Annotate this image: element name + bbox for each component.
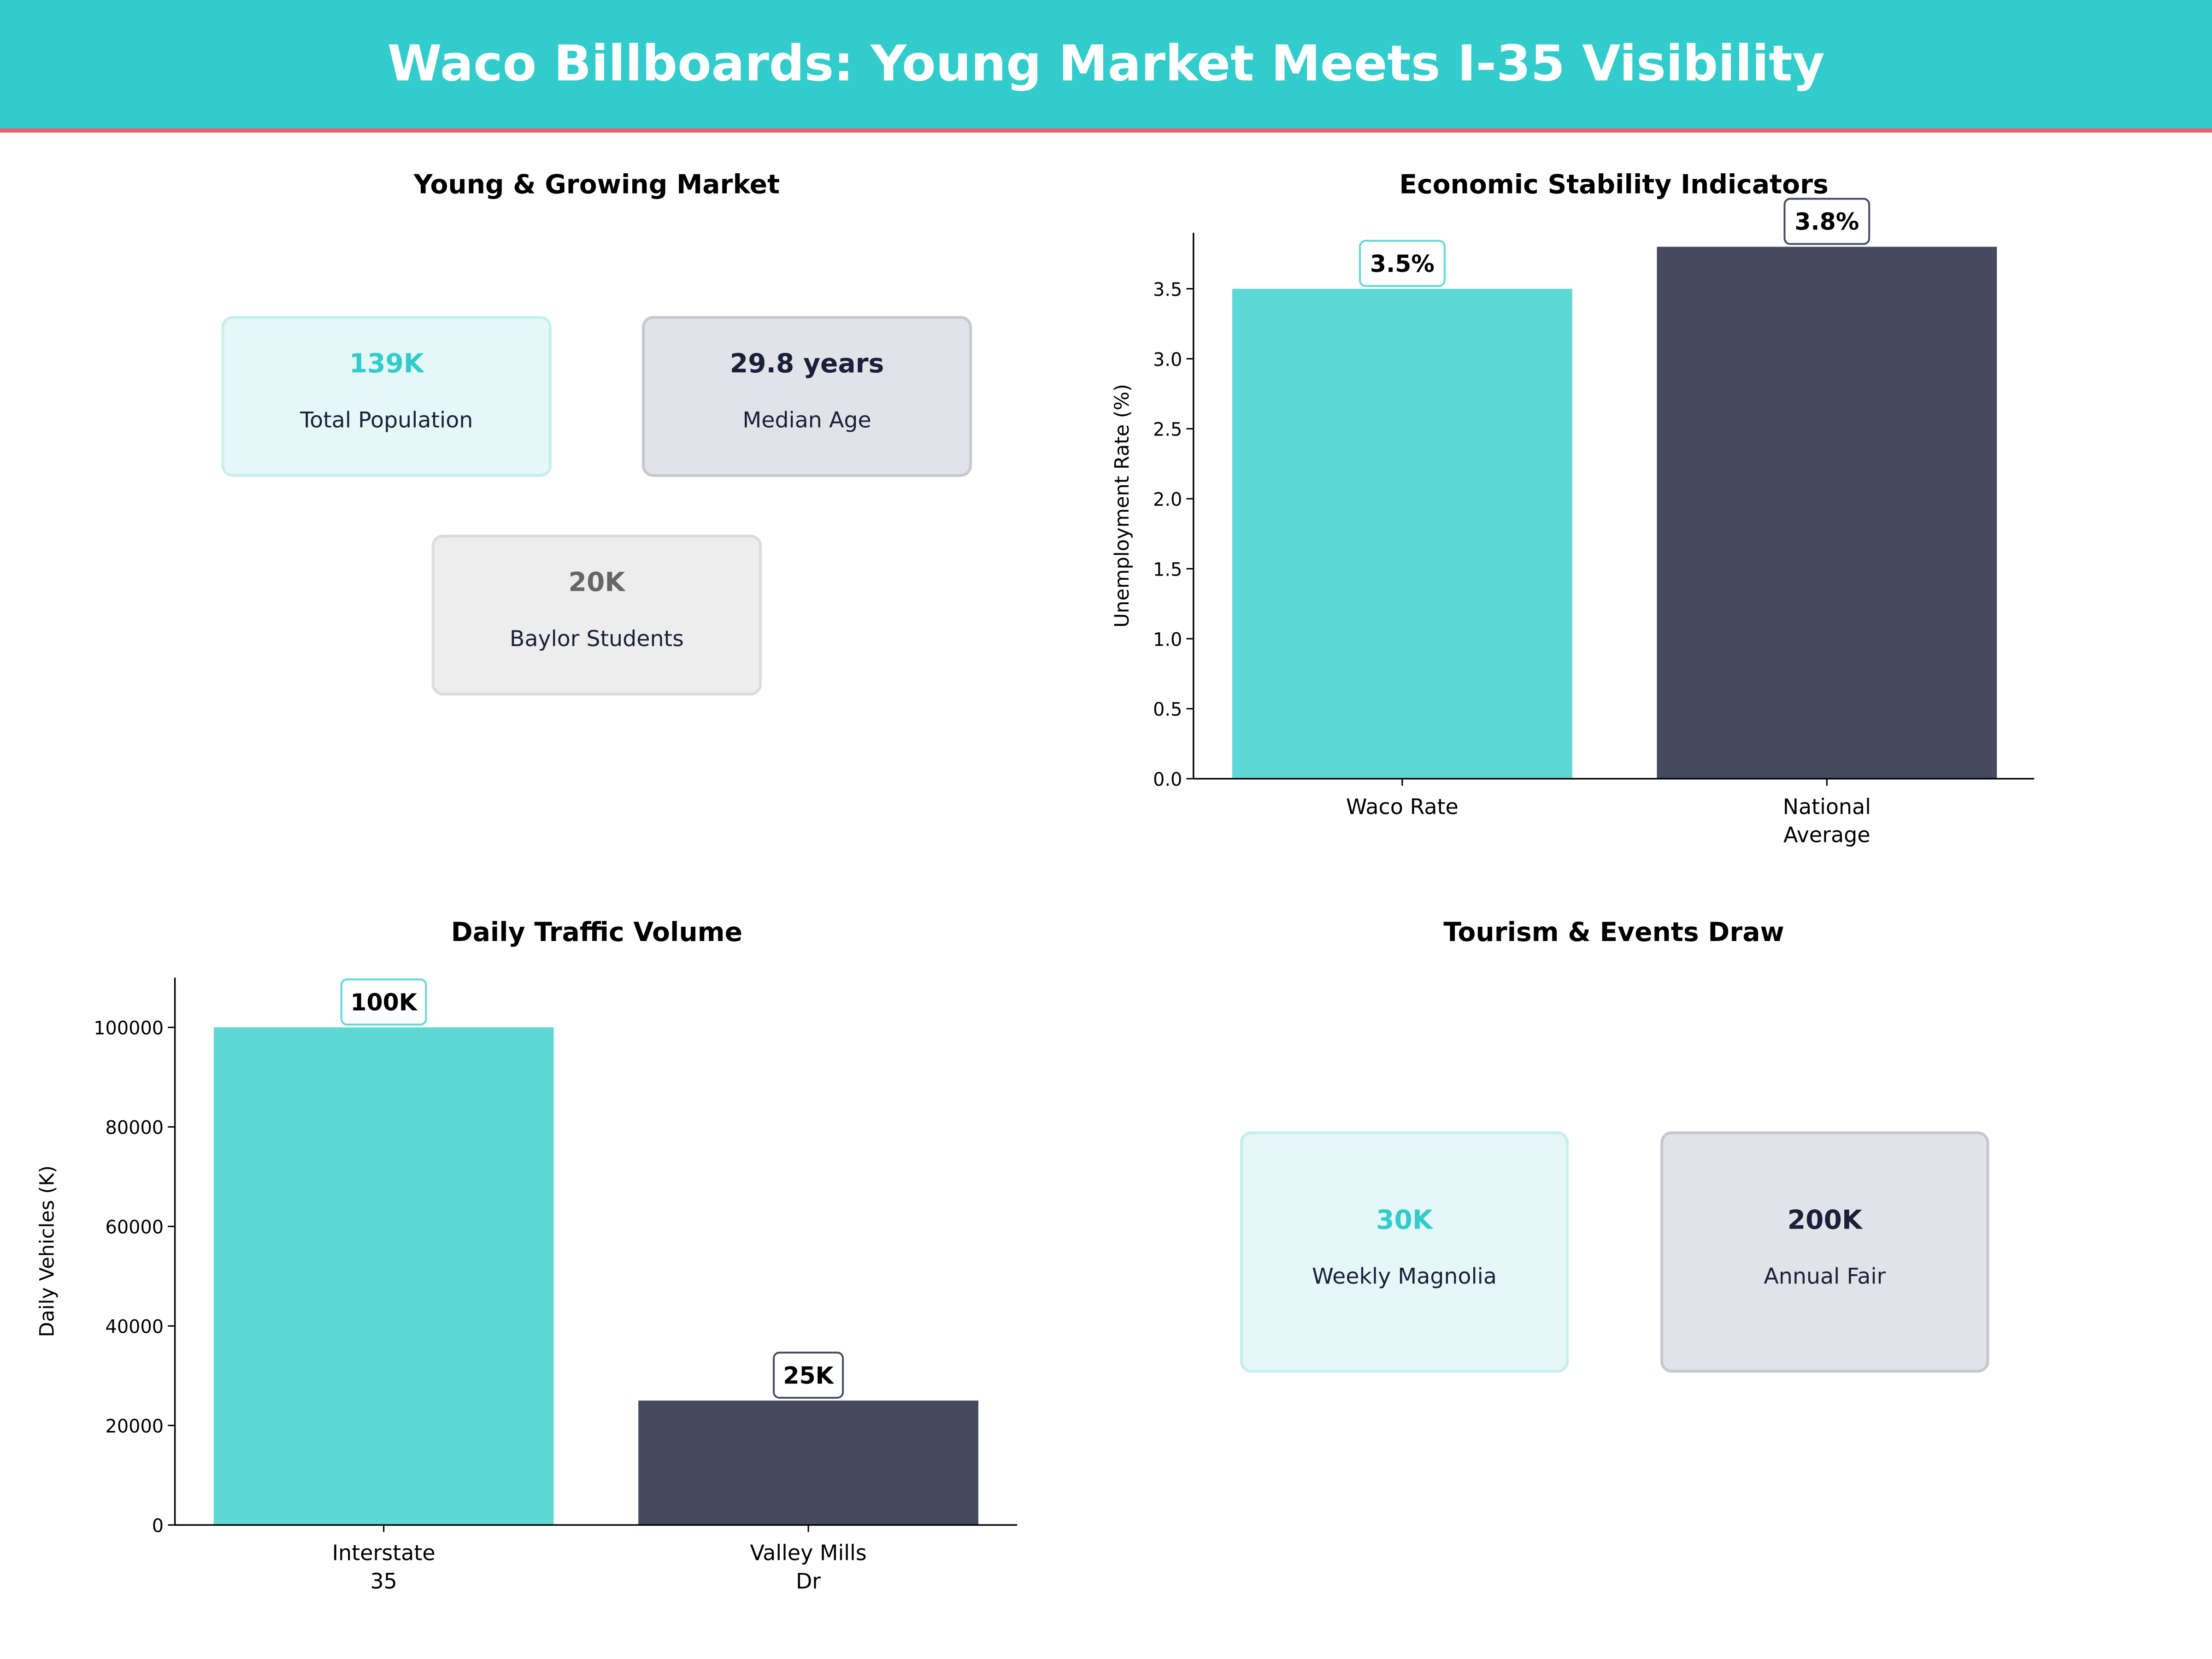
- y-tick-label: 2.5: [1153, 419, 1182, 441]
- stat-card-weekly-magnolia: 30K Weekly Magnolia: [1240, 1131, 1569, 1373]
- x-tick-label: Valley Mills: [750, 1541, 866, 1565]
- y-tick-label: 1.0: [1153, 629, 1182, 650]
- y-axis-label: Daily Vehicles (K): [35, 1165, 59, 1337]
- x-tick-label: Average: [1783, 823, 1871, 847]
- economic-chart: 3.5% Waco Rate 3.8% National Average 0.0 0.5 1.…: [1111, 198, 2035, 847]
- card-background: [1660, 1131, 1989, 1373]
- card-label: Median Age: [742, 408, 871, 433]
- y-tick-label: 60000: [106, 1217, 164, 1238]
- card-value: 29.8 years: [730, 348, 884, 379]
- x-tick-label: 35: [370, 1569, 397, 1594]
- data-label-box: [1783, 198, 1871, 245]
- bar-waco-rate: [1232, 288, 1572, 779]
- market-panel-title: Young & Growing Market: [413, 169, 780, 200]
- card-background: [1240, 1131, 1569, 1373]
- x-tick-label: Waco Rate: [1346, 794, 1459, 819]
- economic-chart-title: Economic Stability Indicators: [1399, 169, 1828, 200]
- y-tick-label: 80000: [106, 1118, 164, 1139]
- card-background: [431, 535, 762, 696]
- page-title: Waco Billboards: Young Market Meets I-35…: [388, 35, 1825, 92]
- data-label: 3.8%: [1794, 208, 1859, 235]
- y-tick-label: 0.0: [1153, 769, 1182, 790]
- y-tick-label: 40000: [106, 1317, 164, 1338]
- y-tick-label: 100000: [94, 1018, 164, 1039]
- y-tick-label: 3.0: [1153, 349, 1182, 371]
- card-label: Total Population: [300, 408, 473, 433]
- data-label-box: [340, 978, 427, 1026]
- bar-national-average: [1657, 247, 1997, 779]
- card-value: 139K: [349, 348, 425, 379]
- traffic-chart: 100K Interstate 35 25K Valley Mills Dr 0 20000 4…: [35, 977, 1018, 1594]
- card-label: Annual Fair: [1764, 1264, 1886, 1289]
- y-tick-label: 3.5: [1153, 279, 1182, 300]
- y-tick-label: 2.0: [1153, 489, 1182, 511]
- stat-card-annual-fair: 200K Annual Fair: [1660, 1131, 1989, 1373]
- stat-card-baylor-students: 20K Baylor Students: [431, 535, 762, 696]
- data-label-box: [1359, 240, 1446, 287]
- x-tick-label: National: [1783, 794, 1871, 819]
- card-value: 200K: [1788, 1205, 1863, 1235]
- bar-interstate-35: [213, 1027, 554, 1525]
- x-tick-label: Dr: [796, 1569, 821, 1594]
- stat-cards: 139K Total Population 29.8 years Median Age…: [221, 316, 1989, 1373]
- header-accent-line: [0, 128, 2212, 133]
- tourism-panel-title: Tourism & Events Draw: [1443, 917, 1784, 947]
- card-background: [641, 316, 972, 477]
- card-label: Baylor Students: [510, 626, 684, 652]
- header-bar: [0, 0, 2212, 129]
- data-label: 25K: [783, 1362, 834, 1389]
- x-tick-label: Interstate: [332, 1541, 435, 1565]
- data-label: 100K: [350, 989, 418, 1016]
- data-label-box: [773, 1352, 844, 1399]
- bar-valley-mills-dr: [638, 1400, 978, 1525]
- y-tick-label: 1.5: [1153, 559, 1182, 580]
- y-axis-label: Unemployment Rate (%): [1111, 384, 1134, 628]
- stat-card-median-age: 29.8 years Median Age: [641, 316, 972, 477]
- data-label: 3.5%: [1370, 250, 1435, 277]
- y-tick-label: 0.5: [1153, 699, 1182, 720]
- stat-card-total-population: 139K Total Population: [221, 316, 552, 477]
- card-value: 20K: [569, 567, 626, 598]
- y-tick-label: 20000: [106, 1416, 164, 1437]
- card-value: 30K: [1376, 1205, 1434, 1235]
- y-tick-label: 0: [152, 1515, 164, 1536]
- card-label: Weekly Magnolia: [1312, 1264, 1497, 1289]
- traffic-chart-title: Daily Traffic Volume: [451, 917, 742, 947]
- card-background: [221, 316, 552, 477]
